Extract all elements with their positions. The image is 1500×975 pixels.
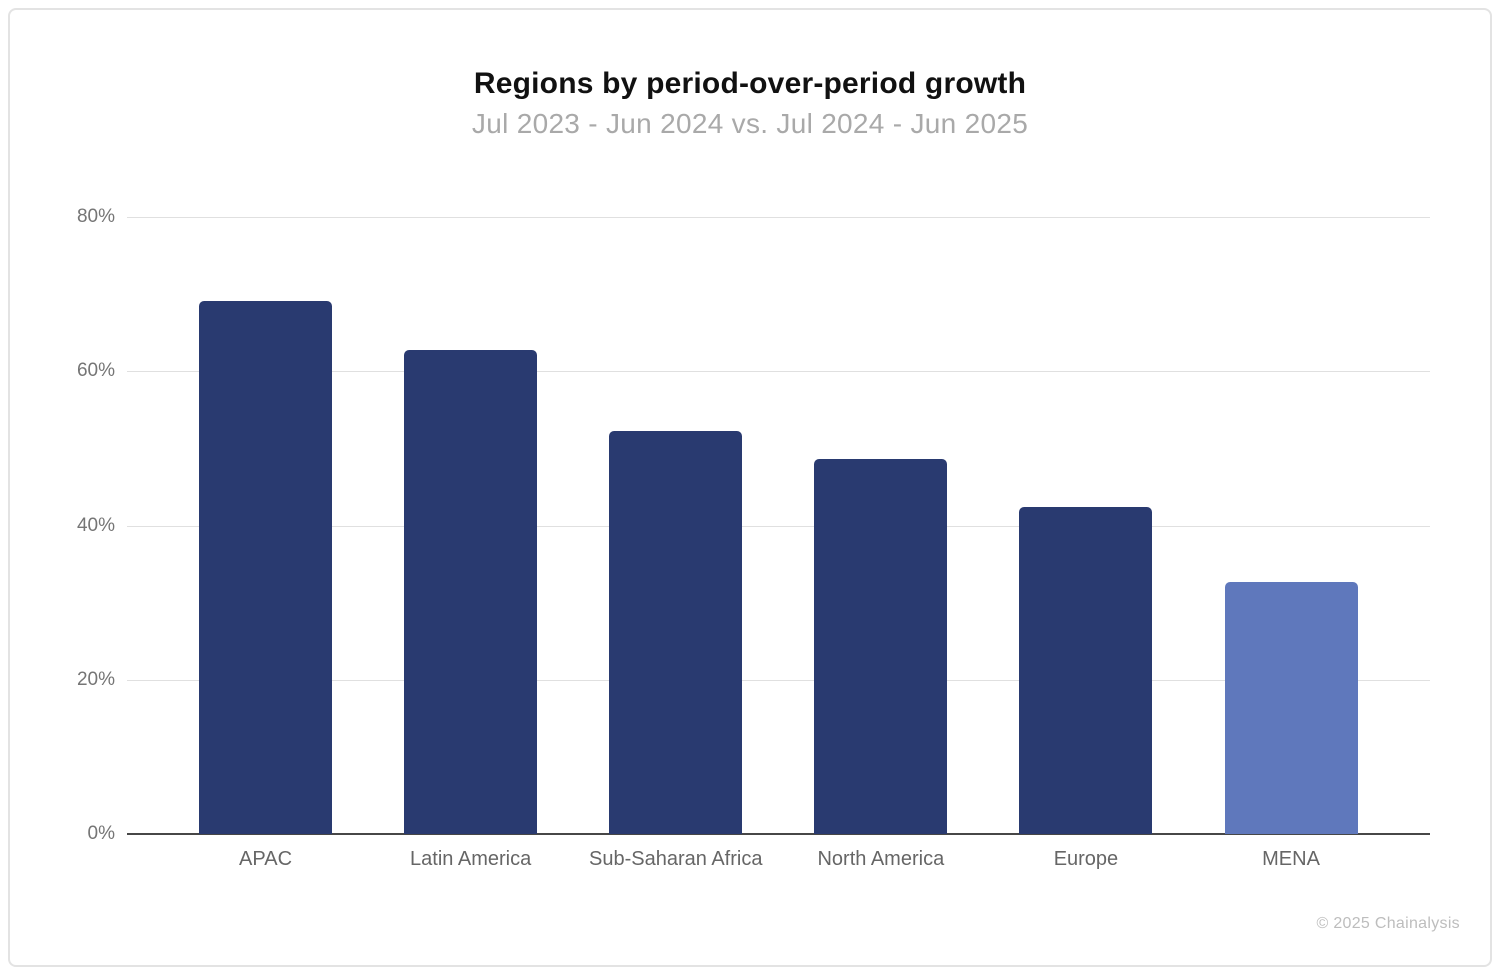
gridline bbox=[127, 679, 1430, 681]
copyright-text: © 2025 Chainalysis bbox=[1316, 915, 1460, 932]
y-axis-tick-label: 0% bbox=[87, 823, 115, 844]
gridline bbox=[127, 371, 1430, 373]
x-axis-category-label: APAC bbox=[239, 848, 293, 870]
x-axis-category-label: Latin America bbox=[410, 848, 532, 870]
x-axis-category-label: North America bbox=[817, 848, 945, 870]
bar-apac[interactable] bbox=[199, 301, 333, 834]
bar-mena[interactable] bbox=[1224, 581, 1358, 834]
gridline bbox=[127, 217, 1430, 218]
gridline bbox=[127, 525, 1430, 527]
y-axis-tick-label: 60% bbox=[76, 360, 115, 382]
x-axis-line bbox=[127, 833, 1430, 835]
y-axis-tick-label: 80% bbox=[76, 206, 115, 227]
y-axis-tick-label: 40% bbox=[76, 514, 115, 536]
bar-latin-america[interactable] bbox=[404, 349, 538, 834]
x-axis-category-label: Sub-Saharan Africa bbox=[589, 848, 763, 870]
y-axis-tick-label: 20% bbox=[76, 668, 115, 690]
x-axis-category-label: MENA bbox=[1262, 848, 1320, 870]
x-axis-category-label: Europe bbox=[1053, 848, 1119, 870]
bar-europe[interactable] bbox=[1019, 506, 1153, 834]
bar-sub-saharan-africa[interactable] bbox=[609, 431, 743, 834]
chart-subtitle: Jul 2023 - Jun 2024 vs. Jul 2024 - Jun 2… bbox=[471, 108, 1029, 139]
chart-title: Regions by period-over-period growth bbox=[473, 67, 1027, 100]
bar-north-america[interactable] bbox=[814, 459, 948, 834]
